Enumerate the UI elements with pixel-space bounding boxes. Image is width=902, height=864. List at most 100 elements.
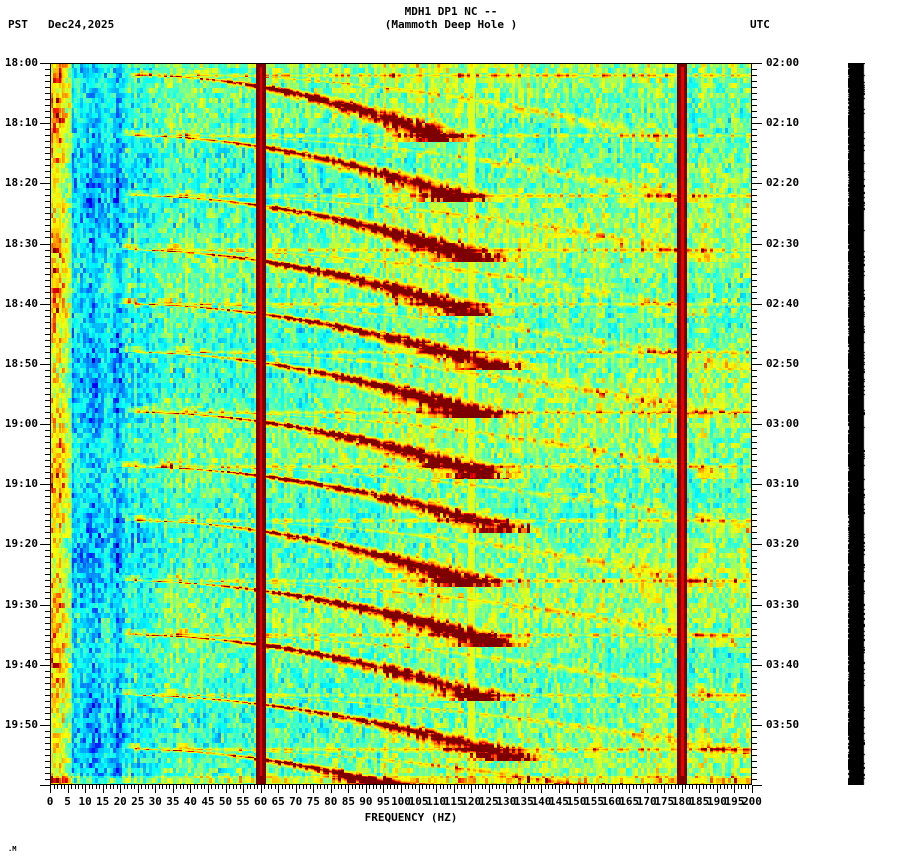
time-tick-left [45, 670, 50, 672]
freq-tick [744, 785, 746, 789]
freq-tick [671, 785, 673, 789]
time-tick-right [752, 285, 757, 287]
freq-tick [225, 785, 227, 793]
freq-tick [88, 785, 90, 789]
time-tick-left [45, 117, 50, 119]
freq-tick [306, 785, 308, 789]
time-tick-left [45, 676, 50, 678]
freq-tick [723, 785, 725, 789]
freq-tick [358, 785, 360, 789]
time-tick-left [45, 147, 50, 149]
freq-tick [478, 785, 480, 789]
time-tick-left [45, 225, 50, 227]
freq-tick [365, 785, 367, 793]
time-tick-left [40, 183, 50, 185]
freq-label: 35 [166, 795, 180, 808]
freq-tick [116, 785, 118, 789]
freq-tick [67, 785, 69, 793]
freq-tick [50, 785, 51, 793]
time-tick-right [752, 201, 757, 203]
freq-tick [369, 785, 371, 789]
freq-tick [337, 785, 339, 789]
spectrogram-plot[interactable] [50, 63, 752, 785]
freq-tick [650, 785, 652, 789]
time-tick-right [752, 219, 757, 221]
time-tick-left [45, 87, 50, 89]
time-label-left: 19:40 [4, 657, 38, 671]
freq-tick [236, 785, 238, 789]
time-tick-left [45, 616, 50, 618]
time-label-right: 03:00 [766, 417, 800, 430]
time-tick-left [45, 261, 50, 263]
freq-tick [569, 785, 571, 789]
time-tick-right [752, 339, 757, 341]
freq-tick [576, 785, 578, 793]
time-label-left: 18:10 [4, 116, 38, 130]
freq-tick [446, 785, 448, 789]
freq-tick [488, 785, 490, 793]
time-tick-right [752, 333, 757, 335]
time-tick-right [752, 592, 757, 594]
freq-tick [555, 785, 557, 789]
time-tick-left [45, 297, 50, 299]
freq-tick [467, 785, 469, 789]
freq-tick [253, 785, 255, 789]
freq-tick [436, 785, 438, 793]
time-tick-left [45, 375, 50, 377]
freq-tick [288, 785, 290, 789]
freq-tick [688, 785, 690, 789]
time-tick-right [752, 424, 762, 425]
freq-tick [197, 785, 199, 789]
freq-tick [551, 785, 553, 789]
time-tick-right [752, 538, 757, 540]
freq-tick [741, 785, 743, 789]
time-tick-right [752, 508, 757, 510]
freq-label: 55 [236, 795, 250, 808]
time-tick-right [752, 598, 757, 600]
freq-tick [267, 785, 269, 789]
freq-label: 175 [654, 795, 675, 808]
freq-tick [502, 785, 504, 789]
freq-tick [720, 785, 722, 789]
freq-label: 60 [253, 795, 268, 808]
time-tick-left [45, 730, 50, 732]
freq-tick [443, 785, 445, 789]
freq-tick [109, 785, 111, 789]
freq-tick [615, 785, 617, 789]
freq-tick [53, 785, 55, 789]
freq-label: 25 [131, 795, 145, 808]
time-label-left: 19:10 [4, 477, 38, 491]
time-tick-right [752, 249, 757, 251]
freq-label: 120 [461, 795, 482, 808]
freq-tick [706, 785, 708, 789]
time-tick-right [752, 213, 757, 215]
time-tick-left [45, 736, 50, 738]
time-tick-right [752, 640, 757, 642]
time-label-left: 19:20 [4, 537, 38, 551]
time-tick-right [752, 634, 757, 636]
time-tick-right [752, 81, 757, 83]
freq-tick [372, 785, 374, 789]
freq-tick [260, 785, 262, 793]
freq-tick [172, 785, 174, 793]
freq-label: 95 [376, 795, 391, 808]
time-tick-right [752, 111, 757, 113]
time-tick-left [45, 550, 50, 552]
time-tick-left [45, 321, 50, 323]
freq-tick [200, 785, 202, 789]
freq-label: 85 [341, 795, 355, 808]
time-tick-right [752, 405, 757, 407]
freq-tick [587, 785, 589, 789]
freq-tick [422, 785, 424, 789]
time-tick-left [40, 664, 50, 666]
freq-tick [102, 785, 104, 793]
time-tick-left [45, 279, 50, 281]
freq-tick [495, 785, 497, 789]
freq-tick [316, 785, 318, 789]
freq-label: 110 [426, 795, 447, 808]
time-tick-left [45, 369, 50, 371]
time-tick-left [45, 309, 50, 311]
freq-tick [678, 785, 680, 789]
freq-tick [411, 785, 413, 789]
freq-tick [653, 785, 655, 789]
